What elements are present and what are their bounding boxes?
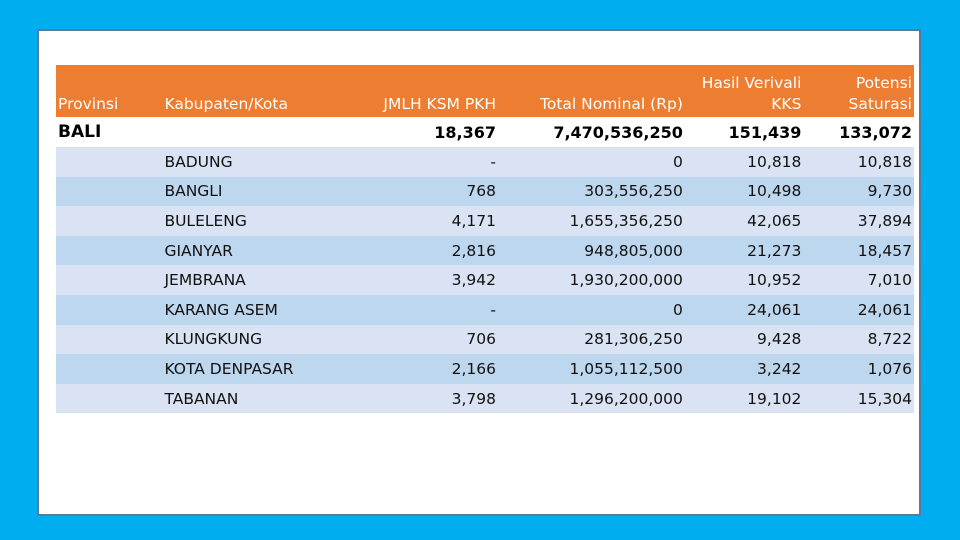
cell-provinsi: [56, 235, 157, 266]
cell-provinsi: [56, 294, 157, 325]
table-row: KOTA DENPASAR 2,166 1,055,112,500 3,242 1,07…: [56, 354, 914, 384]
table-row: TABANAN 3,798 1,296,200,000 19,102 15,304: [56, 383, 914, 414]
table-row: BANGLI 768 303,556,250 10,498 9,730: [56, 176, 914, 207]
cell-jmlh: -: [347, 294, 499, 325]
cell-kabupaten: JEMBRANA: [156, 265, 348, 295]
table-row: BADUNG -0 10,818 10,818: [56, 147, 914, 177]
province-total: 7,470,536,250: [498, 117, 685, 147]
table-row: KLUNGKUNG 706 281,306,250 9,428 8,722: [56, 324, 914, 355]
table-row: KARANG ASEM -0 24,061 24,061: [56, 294, 914, 325]
slide: Provinsi Kabupaten/Kota JMLH KSM PKH Tot…: [37, 29, 921, 516]
table-row: BULELENG 4,171 1,655,356,250 42,065 37,894: [56, 206, 914, 236]
cell-jmlh: 706: [347, 324, 499, 355]
cell-provinsi: [56, 383, 157, 414]
province-row: BALI 18,367 7,470,536,250 151,439 133,07…: [56, 117, 914, 147]
header-hasil: Hasil Verivali KKS: [684, 65, 804, 117]
cell-kabupaten: KOTA DENPASAR: [156, 354, 348, 384]
table-row: GIANYAR 2,816 948,805,000 21,273 18,457: [56, 235, 914, 266]
province-kab-empty: [156, 117, 348, 147]
cell-kabupaten: GIANYAR: [156, 235, 348, 266]
header-jmlh: JMLH KSM PKH: [347, 65, 499, 117]
cell-provinsi: [56, 354, 157, 384]
header-provinsi: Provinsi: [56, 65, 157, 117]
cell-hasil: 10,498: [684, 176, 804, 207]
cell-potensi: 10,818: [803, 147, 914, 177]
cell-total: 281,306,250: [498, 324, 685, 355]
table-row: JEMBRANA 3,942 1,930,200,000 10,952 7,010: [56, 265, 914, 295]
cell-hasil: 24,061: [684, 294, 804, 325]
header-potensi: Potensi Saturasi: [803, 65, 914, 117]
cell-potensi: 24,061: [803, 294, 914, 325]
province-jmlh: 18,367: [347, 117, 499, 147]
cell-potensi: 8,722: [803, 324, 914, 355]
cell-jmlh: 2,166: [347, 354, 499, 384]
header-kabupaten: Kabupaten/Kota: [156, 65, 348, 117]
data-table: Provinsi Kabupaten/Kota JMLH KSM PKH Tot…: [56, 65, 914, 414]
cell-potensi: 15,304: [803, 383, 914, 414]
province-potensi: 133,072: [803, 117, 914, 147]
cell-provinsi: [56, 147, 157, 177]
header-row: Provinsi Kabupaten/Kota JMLH KSM PKH Tot…: [56, 65, 914, 117]
cell-kabupaten: BULELENG: [156, 206, 348, 236]
cell-kabupaten: BADUNG: [156, 147, 348, 177]
cell-potensi: 9,730: [803, 176, 914, 207]
cell-provinsi: [56, 265, 157, 295]
cell-kabupaten: KARANG ASEM: [156, 294, 348, 325]
cell-hasil: 42,065: [684, 206, 804, 236]
cell-potensi: 37,894: [803, 206, 914, 236]
cell-hasil: 19,102: [684, 383, 804, 414]
province-hasil: 151,439: [684, 117, 804, 147]
cell-total: 1,296,200,000: [498, 383, 685, 414]
cell-total: 1,055,112,500: [498, 354, 685, 384]
cell-potensi: 18,457: [803, 235, 914, 266]
cell-jmlh: 3,798: [347, 383, 499, 414]
cell-jmlh: 4,171: [347, 206, 499, 236]
province-name: BALI: [56, 117, 157, 147]
cell-hasil: 10,818: [684, 147, 804, 177]
cell-provinsi: [56, 324, 157, 355]
cell-provinsi: [56, 206, 157, 236]
cell-jmlh: 768: [347, 176, 499, 207]
cell-kabupaten: KLUNGKUNG: [156, 324, 348, 355]
cell-total: 1,655,356,250: [498, 206, 685, 236]
cell-provinsi: [56, 176, 157, 207]
cell-hasil: 10,952: [684, 265, 804, 295]
header-total: Total Nominal (Rp): [498, 65, 685, 117]
cell-potensi: 1,076: [803, 354, 914, 384]
cell-hasil: 21,273: [684, 235, 804, 266]
cell-total: 0: [498, 294, 685, 325]
cell-kabupaten: TABANAN: [156, 383, 348, 414]
cell-hasil: 9,428: [684, 324, 804, 355]
cell-jmlh: 3,942: [347, 265, 499, 295]
cell-total: 303,556,250: [498, 176, 685, 207]
cell-total: 1,930,200,000: [498, 265, 685, 295]
cell-total: 948,805,000: [498, 235, 685, 266]
cell-potensi: 7,010: [803, 265, 914, 295]
cell-kabupaten: BANGLI: [156, 176, 348, 207]
cell-hasil: 3,242: [684, 354, 804, 384]
cell-jmlh: -: [347, 147, 499, 177]
cell-total: 0: [498, 147, 685, 177]
cell-jmlh: 2,816: [347, 235, 499, 266]
